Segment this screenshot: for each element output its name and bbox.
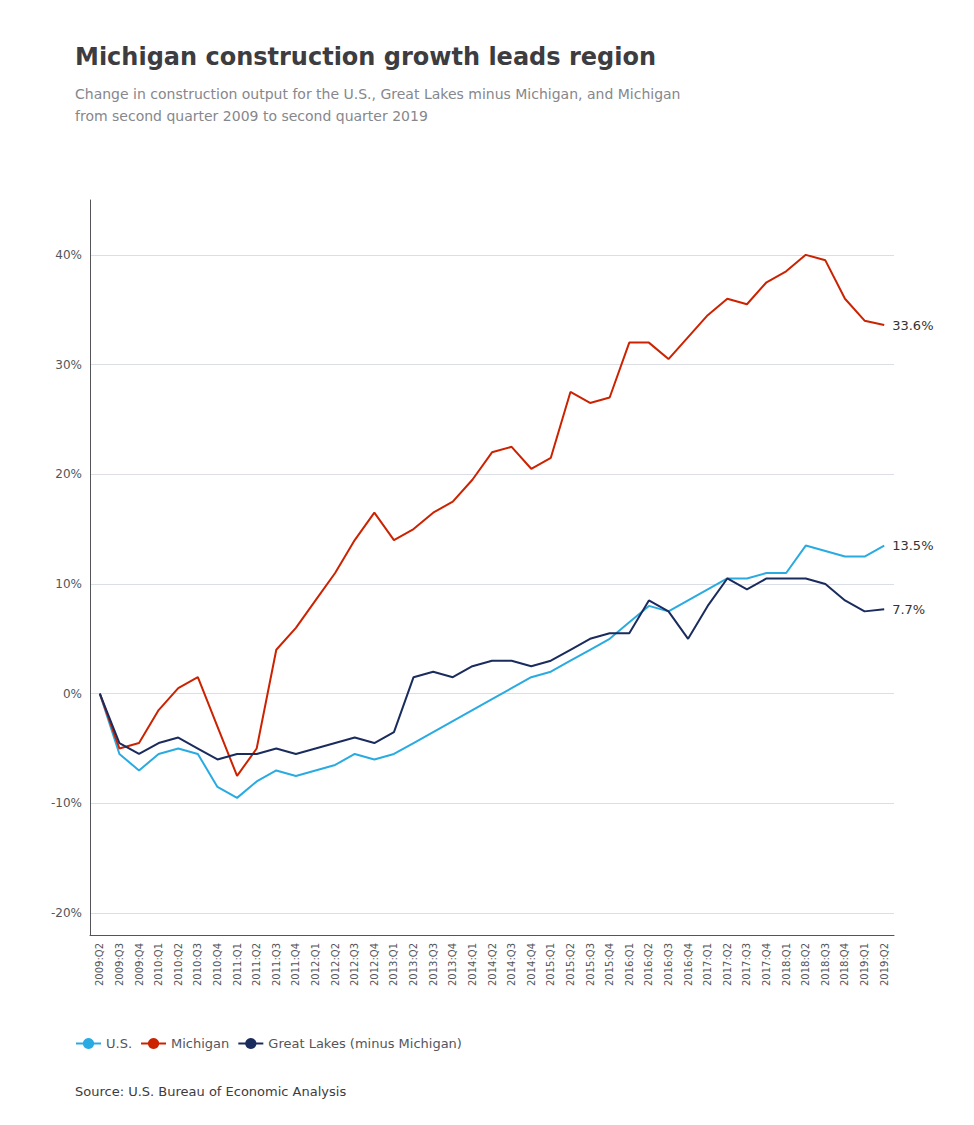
svg-text:Michigan: Michigan [171, 1036, 229, 1051]
svg-text:2011:Q4: 2011:Q4 [290, 943, 301, 986]
svg-text:2017:Q3: 2017:Q3 [741, 943, 752, 986]
svg-text:2010:Q4: 2010:Q4 [212, 943, 223, 986]
svg-text:U.S.: U.S. [106, 1036, 132, 1051]
svg-text:10%: 10% [55, 577, 82, 591]
svg-text:2018:Q2: 2018:Q2 [800, 943, 811, 986]
svg-text:2015:Q1: 2015:Q1 [545, 943, 556, 986]
svg-text:2011:Q1: 2011:Q1 [232, 943, 243, 986]
svg-text:2009:Q4: 2009:Q4 [134, 943, 145, 986]
svg-text:-20%: -20% [51, 906, 82, 920]
svg-text:2019:Q2: 2019:Q2 [879, 943, 890, 986]
svg-text:-10%: -10% [51, 796, 82, 810]
svg-text:2015:Q3: 2015:Q3 [585, 943, 596, 986]
svg-text:2012:Q3: 2012:Q3 [349, 943, 360, 986]
svg-text:2014:Q2: 2014:Q2 [487, 943, 498, 986]
svg-text:13.5%: 13.5% [892, 538, 933, 553]
svg-text:2017:Q4: 2017:Q4 [761, 943, 772, 986]
svg-text:2017:Q2: 2017:Q2 [722, 943, 733, 986]
svg-text:2014:Q4: 2014:Q4 [526, 943, 537, 986]
svg-text:Great Lakes (minus Michigan): Great Lakes (minus Michigan) [268, 1036, 462, 1051]
svg-text:2018:Q1: 2018:Q1 [781, 943, 792, 986]
svg-text:0%: 0% [63, 687, 82, 701]
svg-text:7.7%: 7.7% [892, 602, 925, 617]
svg-text:2010:Q3: 2010:Q3 [192, 943, 203, 986]
svg-text:2009:Q3: 2009:Q3 [114, 943, 125, 986]
svg-text:2015:Q2: 2015:Q2 [565, 943, 576, 986]
svg-text:2011:Q3: 2011:Q3 [271, 943, 282, 986]
svg-text:2009:Q2: 2009:Q2 [94, 943, 105, 986]
svg-text:2016:Q2: 2016:Q2 [643, 943, 654, 986]
svg-text:2017:Q1: 2017:Q1 [702, 943, 713, 986]
svg-text:2012:Q1: 2012:Q1 [310, 943, 321, 986]
svg-text:30%: 30% [55, 358, 82, 372]
svg-text:2013:Q4: 2013:Q4 [447, 943, 458, 986]
svg-text:2012:Q2: 2012:Q2 [330, 943, 341, 986]
svg-text:2013:Q2: 2013:Q2 [408, 943, 419, 986]
svg-text:33.6%: 33.6% [892, 318, 933, 333]
svg-text:2011:Q2: 2011:Q2 [251, 943, 262, 986]
svg-text:20%: 20% [55, 467, 82, 481]
svg-text:2010:Q2: 2010:Q2 [173, 943, 184, 986]
svg-text:2019:Q1: 2019:Q1 [859, 943, 870, 986]
svg-text:2013:Q3: 2013:Q3 [428, 943, 439, 986]
svg-text:2012:Q4: 2012:Q4 [369, 943, 380, 986]
svg-text:2016:Q1: 2016:Q1 [624, 943, 635, 986]
svg-text:2015:Q4: 2015:Q4 [604, 943, 615, 986]
svg-text:2014:Q1: 2014:Q1 [467, 943, 478, 986]
svg-text:2016:Q4: 2016:Q4 [683, 943, 694, 986]
svg-text:Michigan construction growth l: Michigan construction growth leads regio… [75, 43, 656, 71]
svg-text:2016:Q3: 2016:Q3 [663, 943, 674, 986]
svg-text:from second quarter 2009 to se: from second quarter 2009 to second quart… [75, 108, 428, 124]
svg-text:2013:Q1: 2013:Q1 [388, 943, 399, 986]
svg-text:2018:Q4: 2018:Q4 [839, 943, 850, 986]
svg-text:2010:Q1: 2010:Q1 [153, 943, 164, 986]
svg-text:2014:Q3: 2014:Q3 [506, 943, 517, 986]
svg-text:Change in construction output: Change in construction output for the U.… [75, 86, 680, 102]
svg-text:Source: U.S. Bureau of Economi: Source: U.S. Bureau of Economic Analysis [75, 1084, 346, 1099]
svg-text:2018:Q3: 2018:Q3 [820, 943, 831, 986]
svg-text:40%: 40% [55, 248, 82, 262]
